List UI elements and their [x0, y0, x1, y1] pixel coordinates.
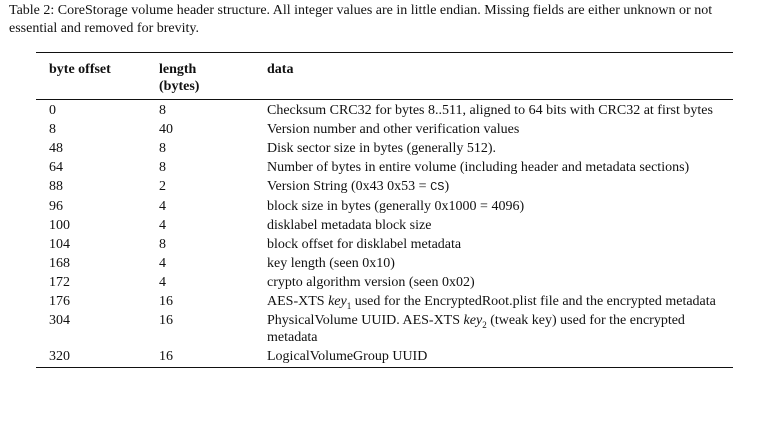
- volume-header-table-container: byte offset length (bytes) data 0 8 Chec…: [36, 52, 733, 368]
- table-row: 64 8 Number of bytes in entire volume (i…: [36, 159, 733, 178]
- cell-data: disklabel metadata block size: [267, 218, 432, 233]
- cell-length: 4: [159, 218, 166, 233]
- header-byte-offset: byte offset: [49, 62, 111, 77]
- cell-data: AES-XTS key1 used for the EncryptedRoot.…: [267, 293, 733, 312]
- cell-data-text: ): [444, 179, 450, 194]
- table-row: 104 8 block offset for disklabel metadat…: [36, 236, 733, 255]
- table-row: 304 16 PhysicalVolume UUID. AES-XTS key2…: [36, 312, 733, 348]
- cell-offset: 0: [49, 103, 56, 118]
- cell-data: LogicalVolumeGroup UUID: [267, 349, 428, 364]
- cell-length: 8: [159, 141, 166, 156]
- cell-length: 16: [159, 294, 173, 309]
- cell-data-subscript: 1: [346, 300, 352, 311]
- cell-data-italic: key: [328, 294, 347, 309]
- table-row: 8 40 Version number and other verificati…: [36, 121, 733, 140]
- table-row: 176 16 AES-XTS key1 used for the Encrypt…: [36, 293, 733, 312]
- cell-data-italic: key: [463, 313, 483, 328]
- cell-data: crypto algorithm version (seen 0x02): [267, 275, 475, 290]
- cell-length: 2: [159, 179, 166, 194]
- cell-data-text: (tweak key) used for the encrypted metad…: [267, 313, 685, 345]
- table-row: 168 4 key length (seen 0x10): [36, 255, 733, 274]
- cell-length: 8: [159, 160, 166, 175]
- table-row: 100 4 disklabel metadata block size: [36, 217, 733, 236]
- cell-data: Disk sector size in bytes (generally 512…: [267, 141, 496, 156]
- cell-data: Version String (0x43 0x53 = CS): [267, 178, 733, 198]
- cell-offset: 64: [49, 160, 63, 175]
- cell-offset: 48: [49, 141, 63, 156]
- cell-length: 16: [159, 349, 173, 364]
- volume-header-table: byte offset length (bytes) data 0 8 Chec…: [36, 52, 733, 368]
- cell-data-text: Version String (0x43 0x53 =: [267, 179, 431, 194]
- cell-data-text: PhysicalVolume UUID. AES-XTS: [267, 313, 464, 328]
- cell-length: 40: [159, 122, 173, 137]
- header-data: data: [267, 62, 294, 77]
- cell-offset: 172: [49, 275, 70, 290]
- cell-length: 4: [159, 199, 166, 214]
- cell-length: 16: [159, 313, 173, 328]
- table-row: 96 4 block size in bytes (generally 0x10…: [36, 198, 733, 217]
- cell-length: 8: [159, 103, 166, 118]
- cell-data: PhysicalVolume UUID. AES-XTS key2 (tweak…: [267, 312, 733, 348]
- cell-data: Number of bytes in entire volume (includ…: [267, 160, 690, 175]
- cell-data: block size in bytes (generally 0x1000 = …: [267, 199, 525, 214]
- cell-offset: 304: [49, 313, 70, 328]
- cell-offset: 8: [49, 122, 56, 137]
- cell-data-subscript: 2: [482, 319, 487, 330]
- cell-offset: 88: [49, 179, 63, 194]
- cell-length: 4: [159, 275, 166, 290]
- table-row: 320 16 LogicalVolumeGroup UUID: [36, 348, 733, 368]
- cell-offset: 104: [49, 237, 70, 252]
- table-row: 48 8 Disk sector size in bytes (generall…: [36, 140, 733, 159]
- table-header-row: byte offset length (bytes) data: [36, 52, 733, 100]
- cell-data: Checksum CRC32 for bytes 8..511, aligned…: [267, 103, 713, 118]
- cell-offset: 320: [49, 349, 70, 364]
- cell-data-text: AES-XTS: [267, 294, 329, 309]
- cell-data: block offset for disklabel metadata: [267, 237, 462, 252]
- cell-data-code: CS: [430, 180, 445, 194]
- cell-offset: 100: [49, 218, 70, 233]
- header-length: length (bytes): [159, 53, 267, 100]
- cell-data-text: used for the EncryptedRoot.plist file an…: [351, 294, 716, 309]
- cell-offset: 168: [49, 256, 70, 271]
- cell-data: key length (seen 0x10): [267, 256, 395, 271]
- table-row: 0 8 Checksum CRC32 for bytes 8..511, ali…: [36, 100, 733, 122]
- header-length-line2: (bytes): [159, 79, 200, 94]
- cell-offset: 176: [49, 294, 70, 309]
- cell-length: 8: [159, 237, 166, 252]
- table-caption: Table 2: CoreStorage volume header struc…: [9, 3, 713, 36]
- table-row: 172 4 crypto algorithm version (seen 0x0…: [36, 274, 733, 293]
- header-length-line1: length: [159, 62, 197, 77]
- cell-offset: 96: [49, 199, 63, 214]
- cell-length: 4: [159, 256, 166, 271]
- cell-data: Version number and other verification va…: [267, 122, 520, 137]
- table-row: 88 2 Version String (0x43 0x53 = CS): [36, 178, 733, 198]
